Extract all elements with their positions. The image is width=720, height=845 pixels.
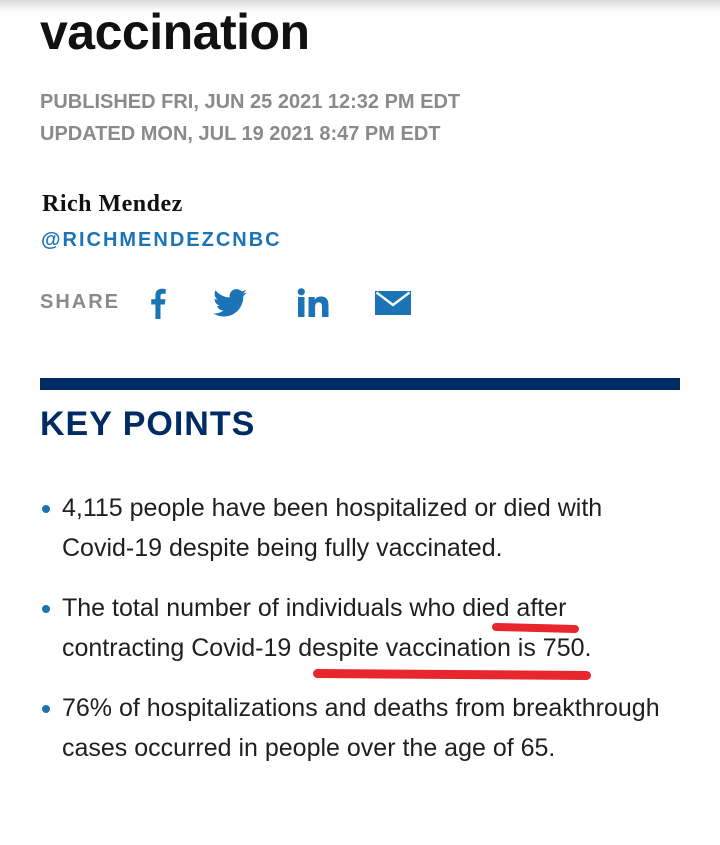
share-bar: SHARE <box>40 283 460 323</box>
email-icon[interactable] <box>374 283 412 323</box>
key-point-text: The total number of individuals who died… <box>62 594 592 662</box>
share-label: SHARE <box>40 291 121 313</box>
bullet-icon <box>42 705 50 713</box>
bullet-icon <box>42 605 50 613</box>
key-points-list: 4,115 people have been hospitalized or d… <box>40 488 680 788</box>
key-points-title: KEY POINTS <box>40 405 256 443</box>
key-point-text: 76% of hospitalizations and deaths from … <box>62 694 660 762</box>
article-headline: vaccination <box>40 4 310 60</box>
top-bar-shadow <box>0 0 720 12</box>
article-dates: PUBLISHED FRI, JUN 25 2021 12:32 PM EDT … <box>40 86 460 150</box>
author-name[interactable]: Rich Mendez <box>42 191 183 217</box>
bullet-icon <box>42 505 50 513</box>
list-item: The total number of individuals who died… <box>40 588 680 668</box>
list-item: 76% of hospitalizations and deaths from … <box>40 688 680 768</box>
facebook-icon[interactable] <box>144 283 172 323</box>
key-points-divider <box>40 378 680 390</box>
published-date: PUBLISHED FRI, JUN 25 2021 12:32 PM EDT <box>40 91 461 113</box>
linkedin-icon[interactable] <box>296 283 330 323</box>
author-twitter-handle[interactable]: @RICHMENDEZCNBC <box>41 229 282 251</box>
key-point-text: 4,115 people have been hospitalized or d… <box>62 494 603 562</box>
list-item: 4,115 people have been hospitalized or d… <box>40 488 680 568</box>
twitter-icon[interactable] <box>212 283 248 323</box>
updated-date: UPDATED MON, JUL 19 2021 8:47 PM EDT <box>40 123 441 145</box>
